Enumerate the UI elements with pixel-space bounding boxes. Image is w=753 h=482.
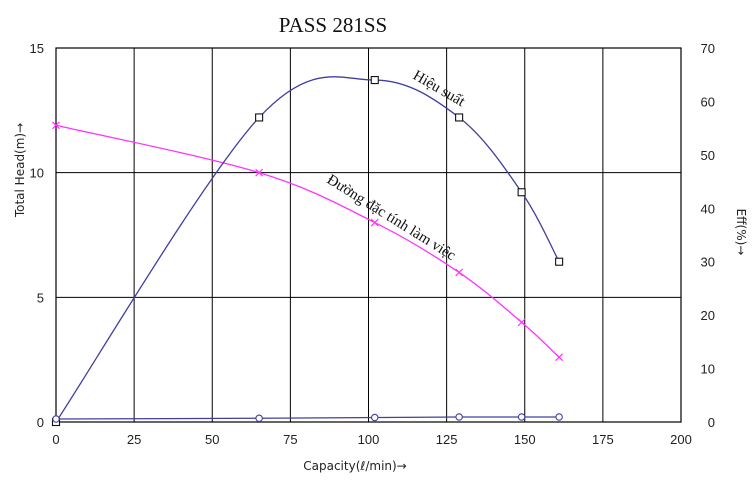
y-right-tick-label: 60 (701, 94, 715, 109)
y-left-axis-label: Total Head(m)→ (13, 123, 27, 218)
x-tick-label: 200 (670, 432, 692, 447)
annotation-hieu-suat: Hiệu suất (410, 68, 468, 111)
series-line (55, 124, 560, 358)
data-point-circle-marker (517, 413, 526, 421)
y-left-tick-label: 15 (30, 41, 44, 56)
data-point-x-marker (517, 318, 526, 327)
data-point-circle-marker (555, 413, 563, 421)
data-point-circle-marker (255, 414, 263, 423)
data-point-circle-marker (370, 413, 379, 422)
y-right-tick-label: 70 (701, 41, 715, 56)
x-tick-label: 0 (52, 432, 59, 447)
y-right-tick-label: 0 (708, 415, 715, 430)
series-line (55, 416, 560, 420)
x-tick-label: 175 (592, 432, 614, 447)
y-left-tick-label: 5 (37, 290, 44, 305)
chart-title: PASS 281SS (279, 13, 387, 37)
x-tick-label: 75 (283, 432, 297, 447)
data-point-square-marker (555, 257, 564, 266)
series-line (55, 76, 560, 423)
data-point-x-marker (52, 121, 60, 130)
grid (56, 48, 681, 422)
y-right-tick-label: 50 (701, 148, 715, 163)
series-layer (51, 76, 564, 427)
data-point-x-marker (555, 353, 564, 362)
data-point-circle-marker (455, 413, 463, 421)
x-axis-label: Capacity(ℓ/min)→ (303, 459, 407, 473)
y-right-tick-label: 20 (701, 308, 715, 323)
x-tick-label: 150 (514, 432, 536, 447)
tick-labels: 0 25 50 75 100 125 150 175 200051015010203040506… (30, 41, 715, 447)
x-tick-label: 50 (205, 432, 219, 447)
data-point-square-marker (370, 76, 379, 85)
data-point-x-marker (255, 168, 264, 177)
y-left-tick-label: 0 (37, 415, 44, 430)
x-tick-label: 25 (127, 432, 141, 447)
y-left-tick-label: 10 (30, 166, 44, 181)
y-right-axis-label: Eff(%)→ (734, 209, 748, 256)
annotation-duong-dac-tinh: Đường đặc tính làm việc (324, 172, 459, 264)
data-point-x-marker (370, 218, 379, 227)
y-right-tick-label: 10 (701, 362, 715, 377)
data-point-square-marker (255, 113, 264, 122)
data-point-square-marker (455, 113, 464, 122)
y-right-tick-label: 40 (701, 201, 715, 216)
y-right-tick-label: 30 (701, 255, 715, 270)
x-tick-label: 125 (436, 432, 458, 447)
x-tick-label: 100 (358, 432, 380, 447)
data-point-x-marker (455, 268, 464, 277)
data-point-circle-marker (52, 415, 60, 423)
plot-frame (55, 47, 682, 423)
data-point-square-marker (517, 188, 526, 197)
